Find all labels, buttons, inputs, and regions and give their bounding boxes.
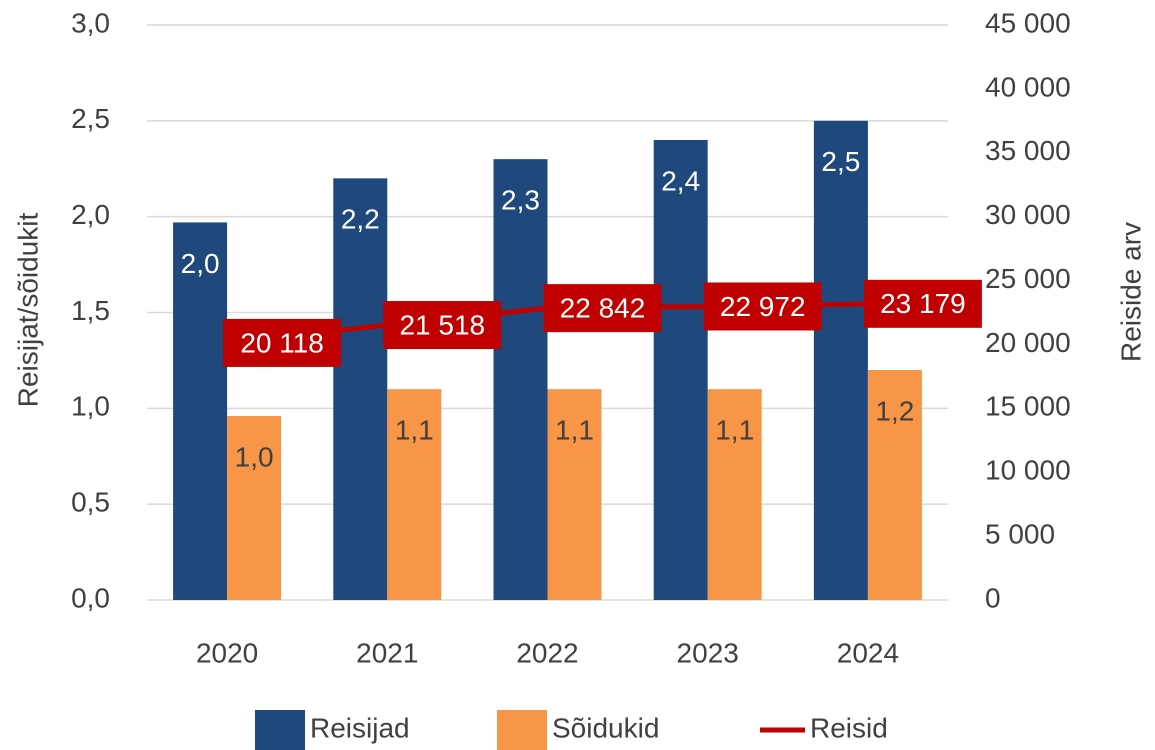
y-axis-title: Reisijat/sõidukit	[12, 213, 43, 408]
data-label: 1,1	[555, 415, 594, 446]
bar	[333, 178, 388, 601]
legend-swatch	[255, 710, 305, 750]
y-tick-label: 2,0	[71, 199, 110, 230]
data-label: 1,2	[875, 395, 914, 426]
x-tick-label: 2020	[196, 637, 258, 668]
y-tick-label: 0,5	[71, 487, 110, 518]
bar	[867, 370, 922, 600]
bar	[493, 159, 548, 600]
x-tick-label: 2024	[837, 637, 899, 668]
data-label: 22 972	[720, 291, 806, 322]
y2-tick-label: 40 000	[985, 71, 1071, 102]
data-label: 21 518	[399, 309, 485, 340]
y-tick-label: 1,5	[71, 295, 110, 326]
legend-label: Reisid	[810, 712, 888, 743]
y2-tick-label: 5 000	[985, 519, 1055, 550]
legend-swatch	[497, 710, 547, 750]
x-tick-label: 2022	[516, 637, 578, 668]
y-tick-label: 3,0	[71, 7, 110, 38]
data-label: 20 118	[240, 327, 324, 358]
y2-axis-title: Reiside arv	[1115, 222, 1146, 362]
y2-tick-label: 10 000	[985, 455, 1071, 486]
y-tick-label: 1,0	[71, 391, 110, 422]
y2-tick-label: 35 000	[985, 135, 1071, 166]
legend-label: Sõidukid	[552, 712, 659, 743]
data-label: 2,3	[501, 185, 540, 216]
legend-label: Reisijad	[310, 712, 410, 743]
data-label-box	[223, 318, 342, 367]
bar	[813, 120, 868, 600]
y2-tick-label: 45 000	[985, 7, 1071, 38]
bar	[707, 389, 762, 600]
y-tick-label: 2,5	[71, 103, 110, 134]
bar	[547, 389, 602, 600]
x-tick-label: 2023	[677, 637, 739, 668]
data-label: 2,5	[821, 146, 860, 177]
y2-tick-label: 20 000	[985, 327, 1071, 358]
data-label: 1,0	[235, 441, 274, 472]
bar	[227, 416, 282, 600]
y-tick-label: 0,0	[71, 582, 110, 613]
data-label-box	[703, 282, 822, 331]
data-label: 23 179	[880, 288, 966, 319]
bar	[173, 222, 228, 600]
bar	[387, 389, 442, 600]
x-tick-label: 2021	[356, 637, 418, 668]
data-label: 2,0	[181, 248, 220, 279]
y2-tick-label: 0	[985, 582, 1001, 613]
y2-tick-label: 15 000	[985, 391, 1071, 422]
y2-tick-label: 30 000	[985, 199, 1071, 230]
y2-tick-label: 25 000	[985, 263, 1071, 294]
data-label: 2,2	[341, 204, 380, 235]
data-label: 2,4	[661, 165, 700, 196]
data-label: 1,1	[715, 415, 754, 446]
bar	[653, 140, 708, 600]
data-label-box	[543, 284, 662, 333]
data-label: 22 842	[560, 293, 646, 324]
data-label-box	[383, 301, 502, 350]
data-label: 1,1	[395, 415, 434, 446]
data-label-box	[863, 279, 982, 328]
